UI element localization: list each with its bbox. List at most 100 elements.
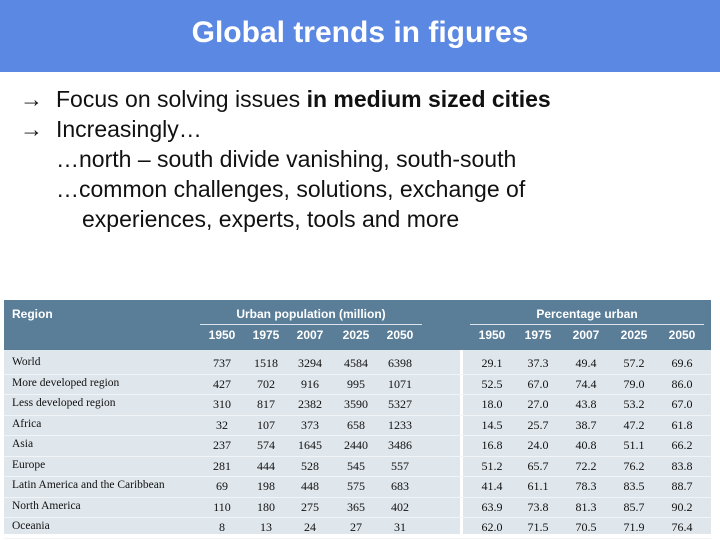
urban-population-cell: 6398 bbox=[388, 356, 412, 370]
table-row: Africa 32 107 373 658 1233 14.5 25.7 38.7 47.2 61.… bbox=[4, 416, 711, 436]
percentage-urban-cell: 65.7 bbox=[527, 458, 549, 473]
percentage-urban-cell: 76.2 bbox=[623, 458, 645, 473]
bullet-text: Focus on solving issues bbox=[56, 86, 307, 112]
urban-population-cell: 575 bbox=[347, 479, 365, 493]
percentage-urban-cell: 74.4 bbox=[575, 376, 597, 391]
year-header-pct-2050: 2050 bbox=[668, 328, 696, 342]
year-header-urban-2025: 2025 bbox=[342, 328, 370, 342]
percentage-urban-cell: 85.7 bbox=[623, 499, 645, 514]
urban-population-cell: 110 bbox=[213, 499, 231, 514]
percentage-urban-cell: 71.5 bbox=[527, 520, 549, 534]
urban-population-cell: 545 bbox=[347, 458, 365, 473]
year-header-pct-1950: 1950 bbox=[478, 328, 506, 342]
urban-population-cell: 528 bbox=[301, 458, 319, 473]
percentage-urban-cell: 41.4 bbox=[481, 479, 503, 493]
urban-population-cell: 427 bbox=[213, 376, 231, 391]
percentage-urban-cell: 62.0 bbox=[481, 520, 503, 534]
urban-population-cell: 373 bbox=[301, 417, 319, 432]
urban-data-table: Region Urban population (million) Percen… bbox=[4, 300, 711, 539]
percentage-urban-cell: 81.3 bbox=[575, 499, 597, 514]
region-name: Oceania bbox=[12, 520, 50, 532]
year-header-pct-2007: 2007 bbox=[572, 328, 600, 342]
urban-population-cell: 5327 bbox=[388, 397, 412, 411]
arrow-right-icon: → bbox=[20, 116, 43, 142]
table-body: World 737 1518 3294 4584 6398 29.1 37.3 49.4 57.2… bbox=[4, 354, 711, 539]
urban-population-cell: 1645 bbox=[298, 438, 322, 452]
urban-population-cell: 557 bbox=[391, 458, 409, 473]
urban-population-cell: 3590 bbox=[344, 397, 368, 411]
page-title: Global trends in figures bbox=[191, 16, 529, 49]
percentage-urban-cell: 57.2 bbox=[623, 356, 645, 370]
percentage-urban-cell: 90.2 bbox=[671, 499, 693, 514]
percentage-urban-cell: 38.7 bbox=[575, 417, 597, 432]
urban-population-cell: 574 bbox=[257, 438, 275, 452]
urban-population-cell: 198 bbox=[257, 479, 275, 493]
bullet-item-focus: → Focus on solving issues in medium sized… bbox=[20, 84, 710, 114]
table-row: Latin America and the Caribbean 69 198 448 5… bbox=[4, 477, 711, 498]
percentage-urban-cell: 83.8 bbox=[671, 458, 693, 473]
percentage-urban-cell: 47.2 bbox=[623, 417, 645, 432]
percentage-urban-cell: 71.9 bbox=[623, 520, 645, 534]
urban-population-cell: 310 bbox=[213, 397, 231, 411]
percentage-urban-cell: 51.1 bbox=[623, 438, 645, 452]
percentage-urban-cell: 88.7 bbox=[671, 479, 693, 493]
urban-population-cell: 1071 bbox=[388, 376, 412, 391]
percentage-urban-cell: 43.8 bbox=[575, 397, 597, 411]
percentage-urban-cell: 61.1 bbox=[527, 479, 549, 493]
table-header: Region Urban population (million) Percen… bbox=[4, 300, 711, 350]
percentage-urban-cell: 70.5 bbox=[575, 520, 597, 534]
percentage-urban-cell: 25.7 bbox=[527, 417, 549, 432]
urban-population-cell: 69 bbox=[216, 479, 228, 493]
percentage-urban-cell: 16.8 bbox=[481, 438, 503, 452]
urban-population-cell: 916 bbox=[301, 376, 319, 391]
urban-population-cell: 31 bbox=[394, 520, 406, 534]
urban-population-header: Urban population (million) bbox=[236, 307, 386, 321]
urban-population-cell: 1518 bbox=[254, 356, 278, 370]
urban-population-cell: 365 bbox=[347, 499, 365, 514]
year-header-urban-2050: 2050 bbox=[386, 328, 414, 342]
urban-population-cell: 281 bbox=[213, 458, 231, 473]
urban-population-cell: 3294 bbox=[298, 356, 322, 370]
sub-bullet-continuation: experiences, experts, tools and more bbox=[82, 206, 460, 232]
urban-population-cell: 702 bbox=[257, 376, 275, 391]
urban-population-cell: 658 bbox=[347, 417, 365, 432]
percentage-urban-cell: 18.0 bbox=[481, 397, 503, 411]
percentage-urban-cell: 14.5 bbox=[481, 417, 503, 432]
bullet-text-bold: in medium sized cities bbox=[306, 86, 551, 112]
urban-population-cell: 13 bbox=[260, 520, 272, 534]
urban-population-cell: 402 bbox=[391, 499, 409, 514]
year-header-pct-1975: 1975 bbox=[524, 328, 552, 342]
urban-population-cell: 683 bbox=[391, 479, 409, 493]
urban-population-cell: 24 bbox=[304, 520, 316, 534]
urban-population-cell: 8 bbox=[219, 520, 225, 534]
percentage-urban-cell: 78.3 bbox=[575, 479, 597, 493]
urban-population-cell: 444 bbox=[257, 458, 275, 473]
percentage-urban-cell: 40.8 bbox=[575, 438, 597, 452]
region-name: World bbox=[12, 356, 41, 368]
urban-population-cell: 32 bbox=[216, 417, 228, 432]
percentage-urban-cell: 79.0 bbox=[623, 376, 645, 391]
table-row: Europe 281 444 528 545 557 51.2 65.7 72.2 76.2 83.… bbox=[4, 457, 711, 477]
percentage-urban-cell: 67.0 bbox=[527, 376, 549, 391]
percentage-urban-cell: 27.0 bbox=[527, 397, 549, 411]
urban-population-cell: 107 bbox=[257, 417, 275, 432]
table-row: North America 110 180 275 365 402 63.9 73.8 81.3… bbox=[4, 498, 711, 518]
region-name: Less developed region bbox=[12, 397, 116, 409]
year-header-urban-2007: 2007 bbox=[296, 328, 324, 342]
percentage-urban-cell: 76.4 bbox=[671, 520, 693, 534]
table-row: Less developed region 310 817 2382 3590 5327 1… bbox=[4, 395, 711, 416]
year-header-pct-2025: 2025 bbox=[620, 328, 648, 342]
urban-population-cell: 237 bbox=[213, 438, 231, 452]
group-underline bbox=[470, 324, 704, 325]
sub-bullet-common-challenges: …common challenges, solutions, exchange … bbox=[56, 176, 526, 202]
percentage-urban-cell: 69.6 bbox=[671, 356, 693, 370]
bullet-item-increasingly: → Increasingly… bbox=[20, 114, 710, 144]
table-row: Oceania 8 13 24 27 31 62.0 71.5 70.5 71.9 76.4 bbox=[4, 518, 711, 539]
table-row: Asia 237 574 1645 2440 3486 16.8 24.0 40.8 51.1 66… bbox=[4, 436, 711, 457]
urban-population-cell: 3486 bbox=[388, 438, 412, 452]
percentage-urban-cell: 24.0 bbox=[527, 438, 549, 452]
column-separator bbox=[460, 350, 463, 534]
region-name: Asia bbox=[12, 438, 34, 450]
urban-population-cell: 180 bbox=[257, 499, 275, 514]
percentage-urban-cell: 61.8 bbox=[671, 417, 693, 432]
